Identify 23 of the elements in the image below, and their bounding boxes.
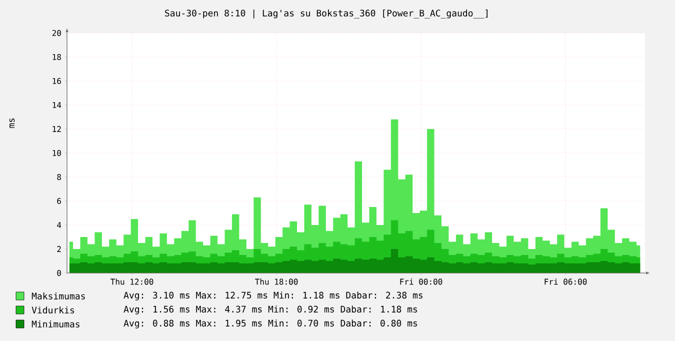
text: Avg: 1.56 ms Max: 4.37 ms Min: 0.92 ms Dabar: 1.18 ms [124, 306, 418, 314]
legend-label: Vidurkis [32, 306, 74, 314]
y-tick-label: 12 [52, 126, 61, 132]
legend-label: Minimumas [32, 320, 80, 328]
y-tick-label: 8 [57, 174, 61, 180]
y-tick-label: 16 [52, 78, 61, 84]
y-tick-label: 2 [57, 246, 61, 252]
x-tick-label: Thu 18:00 [255, 278, 298, 285]
y-axis-title: ms [9, 118, 15, 128]
x-tick-label: Fri 06:00 [544, 278, 587, 285]
x-tick-label: Fri 00:00 [400, 278, 442, 285]
y-tick-label: 14 [52, 102, 62, 108]
chart-title: Sau-30-pen 8:10 | Lag'as su Bokstas_360 [Power_B_AC_gaudo__] [165, 9, 488, 18]
y-tick-label: 10 [52, 150, 61, 156]
y-tick-label: 6 [57, 198, 61, 204]
y-tick-label: 4 [57, 222, 62, 228]
x-tick-label: Thu 12:00 [110, 278, 154, 285]
y-tick-label: 18 [52, 54, 61, 60]
y-tick-label: 20 [52, 30, 61, 36]
legend-label: Maksimumas [32, 292, 85, 300]
text: Avg: 3.10 ms Max: 12.75 ms Min: 1.18 ms Dabar: 2.38 ms [124, 292, 422, 300]
y-tick-label: 0 [57, 270, 61, 276]
text: Avg: 0.88 ms Max: 1.95 ms Min: 0.70 ms Dabar: 0.80 ms [124, 320, 418, 328]
